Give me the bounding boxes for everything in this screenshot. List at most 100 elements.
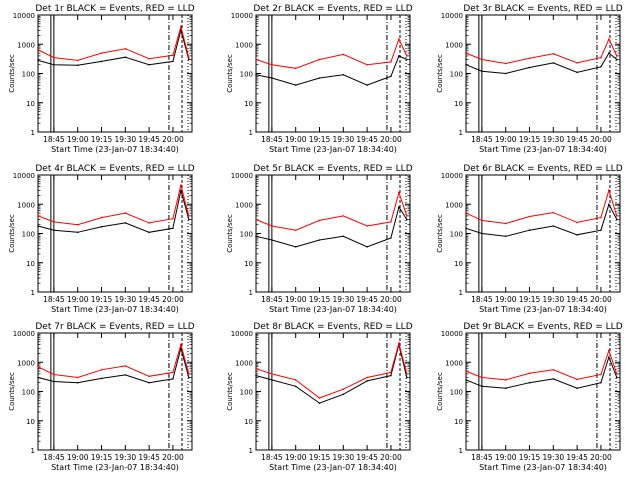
data-point-events (76, 381, 79, 384)
data-point-lld (366, 63, 368, 66)
y-tick-label: 100 (22, 231, 35, 239)
x-tick-label: 20:00 (380, 295, 402, 304)
x-tick-label: 19:15 (309, 453, 331, 462)
data-point-lld (398, 191, 400, 194)
y-tick-label: 10000 (231, 330, 253, 338)
y-tick-label: 10 (454, 260, 463, 268)
data-point-lld (172, 54, 174, 57)
y-tick-label: 100 (240, 231, 253, 239)
data-point-lld (528, 57, 531, 60)
x-tick-label: 19:00 (285, 135, 307, 144)
y-tick-label: 100 (240, 389, 253, 397)
data-point-events (255, 235, 257, 238)
data-point-lld (124, 365, 127, 367)
data-point-lld (481, 219, 483, 222)
data-point-lld (255, 367, 257, 370)
y-tick-label: 10000 (441, 12, 463, 20)
x-tick-label: 19:30 (115, 295, 137, 304)
y-tick-label: 10000 (13, 12, 35, 20)
data-point-lld (576, 378, 578, 381)
y-tick-label: 100 (450, 71, 463, 79)
detector-panel-4: Det 4r BLACK = Events, RED = LLD 1 10 100 10… (8, 164, 195, 314)
y-tick-label: 100 (22, 71, 35, 79)
data-point-events (366, 246, 368, 248)
y-tick-label: 10000 (231, 12, 253, 20)
data-point-events (576, 234, 578, 236)
data-point-lld (100, 216, 103, 219)
y-axis-label: Counts/sec (436, 214, 444, 253)
y-tick-label: 10 (26, 100, 35, 108)
x-tick-label: 19:15 (309, 295, 331, 304)
data-point-lld (608, 189, 610, 192)
data-point-events (188, 376, 190, 379)
data-point-lld (100, 369, 103, 371)
x-tick-label: 18:45 (261, 135, 283, 144)
y-tick-label: 1 (249, 447, 253, 455)
y-tick-label: 1 (31, 289, 35, 297)
x-tick-label: 18:45 (471, 135, 493, 144)
data-point-events (172, 60, 174, 63)
data-point-lld (294, 67, 297, 70)
y-tick-label: 1000 (445, 359, 463, 367)
data-point-events (37, 225, 39, 227)
detector-panel-3: Det 3r BLACK = Events, RED = LLD 1 10 100 10… (436, 4, 623, 154)
data-point-lld (37, 215, 39, 217)
data-point-lld (318, 219, 321, 222)
series-line-events (37, 190, 190, 233)
data-point-lld (53, 373, 55, 376)
y-tick-label: 10000 (231, 172, 253, 180)
data-point-events (318, 239, 321, 241)
data-point-lld (76, 376, 79, 379)
data-point-lld (616, 373, 618, 375)
data-point-lld (600, 216, 602, 219)
x-tick-label: 19:15 (519, 453, 541, 462)
data-point-lld (616, 215, 618, 217)
y-axis-label: Counts/sec (436, 372, 444, 411)
data-point-events (481, 70, 483, 72)
y-tick-label: 1 (459, 289, 463, 297)
data-point-events (172, 378, 174, 380)
x-tick-label: 19:45 (356, 295, 378, 304)
series-line-events (37, 346, 190, 384)
y-tick-label: 10000 (13, 172, 35, 180)
y-tick-label: 1000 (235, 201, 253, 209)
x-tick-label: 18:45 (43, 295, 65, 304)
data-point-events (318, 402, 321, 404)
x-axis-label: Start Time (23-Jan-07 18:34:40) (51, 145, 179, 154)
detector-panel-8: Det 8r BLACK = Events, RED = LLD 1 10 100 10… (226, 322, 413, 472)
x-axis-label: Start Time (23-Jan-07 18:34:40) (479, 145, 607, 154)
y-tick-label: 1 (31, 447, 35, 455)
y-tick-label: 1 (249, 129, 253, 137)
data-point-lld (600, 373, 602, 376)
data-point-events (390, 75, 392, 78)
data-point-events (552, 378, 555, 380)
x-tick-label: 19:00 (67, 135, 89, 144)
x-tick-label: 19:00 (67, 453, 89, 462)
x-tick-label: 18:45 (261, 453, 283, 462)
x-tick-label: 18:45 (261, 295, 283, 304)
data-point-events (576, 387, 578, 390)
data-point-lld (406, 373, 408, 375)
data-point-events (255, 74, 257, 76)
x-tick-label: 20:00 (162, 295, 184, 304)
data-point-lld (148, 375, 150, 378)
y-tick-label: 1000 (17, 41, 35, 49)
series-line-lld (465, 349, 618, 381)
y-tick-label: 10 (26, 260, 35, 268)
data-point-events (100, 377, 103, 380)
series-line-events (255, 55, 408, 86)
data-point-lld (608, 38, 610, 40)
y-tick-label: 10 (26, 418, 35, 426)
y-tick-label: 1000 (235, 359, 253, 367)
data-point-lld (148, 57, 150, 60)
data-point-events (552, 225, 555, 227)
y-tick-label: 1000 (445, 201, 463, 209)
data-point-events (366, 380, 368, 382)
x-tick-label: 19:30 (333, 453, 355, 462)
data-point-lld (366, 225, 368, 227)
data-point-events (188, 218, 190, 221)
y-axis-label: Counts/sec (226, 214, 234, 253)
data-point-events (342, 74, 345, 76)
data-point-events (180, 189, 182, 192)
data-point-events (406, 376, 408, 379)
